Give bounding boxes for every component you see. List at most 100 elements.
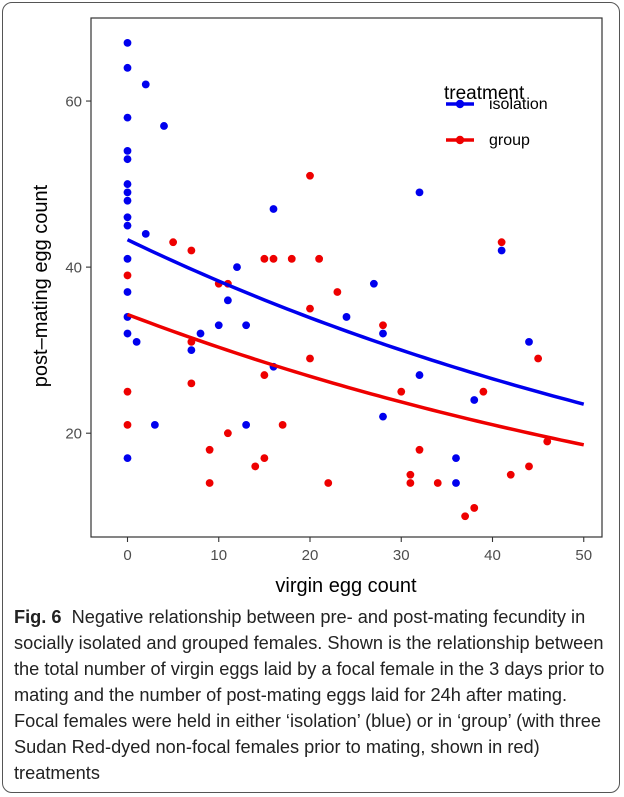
point-group-37 (534, 354, 543, 363)
point-isolation-1 (123, 63, 132, 72)
x-tick-label-20: 20 (302, 547, 319, 564)
point-group-18 (287, 254, 296, 263)
point-isolation-39 (525, 337, 533, 346)
figure-caption-text: Negative relationship between pre- and p… (14, 607, 605, 783)
point-isolation-32 (379, 412, 387, 421)
legend-label-isolation: isolation (489, 96, 548, 113)
legend-key-group (446, 135, 474, 145)
point-group-11 (223, 429, 232, 438)
x-tick-label-50: 50 (575, 547, 592, 564)
point-group-20 (306, 304, 314, 313)
scatter-chart: post–mating egg count virgin egg count 0… (30, 17, 603, 597)
plot-panel-border (90, 17, 603, 538)
x-tick-label-40: 40 (484, 547, 501, 564)
point-group-33 (479, 387, 488, 396)
point-group-3 (169, 238, 178, 247)
point-isolation-23 (223, 296, 232, 305)
point-group-31 (461, 512, 470, 521)
point-group-26 (397, 387, 406, 396)
point-group-24 (333, 288, 342, 296)
point-isolation-35 (452, 454, 460, 463)
point-group-32 (470, 504, 479, 512)
point-isolation-21 (196, 329, 205, 338)
point-isolation-22 (214, 321, 223, 330)
point-group-0 (123, 271, 132, 280)
point-isolation-38 (497, 246, 506, 255)
fit-line-isolation (126, 238, 585, 406)
point-group-16 (269, 254, 278, 263)
point-isolation-7 (123, 196, 132, 205)
point-group-13 (260, 254, 269, 263)
point-group-28 (406, 479, 415, 487)
point-isolation-16 (141, 80, 150, 89)
legend-label-group: group (489, 132, 530, 149)
point-group-8 (205, 479, 214, 487)
point-isolation-5 (123, 180, 132, 188)
point-isolation-14 (123, 454, 132, 463)
point-group-19 (306, 171, 314, 180)
point-isolation-36 (452, 479, 460, 487)
point-isolation-30 (369, 279, 378, 288)
y-axis-label: post–mating egg count (30, 184, 52, 387)
point-isolation-25 (242, 321, 251, 330)
point-group-21 (306, 354, 314, 363)
point-group-29 (415, 445, 424, 454)
point-isolation-20 (187, 346, 196, 355)
point-isolation-27 (269, 205, 278, 213)
point-isolation-29 (342, 313, 351, 321)
point-isolation-31 (379, 329, 387, 338)
point-isolation-2 (123, 113, 132, 122)
point-isolation-18 (150, 420, 159, 429)
point-group-2 (123, 420, 132, 429)
figure-caption-label: Fig. 6 (14, 607, 62, 627)
point-group-14 (260, 371, 269, 379)
point-isolation-9 (123, 221, 132, 230)
x-tick-label-10: 10 (210, 547, 227, 564)
figure-caption: Fig. 6 Negative relationship between pre… (14, 604, 612, 786)
point-isolation-13 (123, 329, 132, 338)
x-tick-label-30: 30 (393, 547, 410, 564)
y-tick-label-60: 60 (65, 94, 82, 111)
point-group-6 (187, 379, 196, 388)
point-isolation-11 (123, 288, 132, 296)
point-group-7 (205, 445, 214, 454)
point-isolation-37 (470, 396, 479, 404)
point-group-4 (187, 246, 196, 255)
point-isolation-24 (233, 263, 241, 272)
point-isolation-10 (123, 254, 132, 263)
y-tick-label-20: 20 (65, 426, 82, 443)
point-isolation-3 (123, 146, 132, 155)
point-group-38 (543, 437, 552, 446)
point-isolation-8 (123, 213, 132, 222)
point-group-12 (251, 462, 260, 471)
point-group-17 (278, 420, 287, 429)
point-group-1 (123, 387, 132, 396)
point-isolation-34 (415, 371, 424, 379)
point-group-30 (433, 479, 442, 487)
point-group-22 (315, 254, 324, 263)
point-group-23 (324, 479, 333, 487)
point-group-15 (260, 454, 269, 463)
point-group-34 (497, 238, 506, 247)
point-isolation-6 (123, 188, 132, 197)
legend-title: treatment (444, 83, 525, 104)
point-isolation-4 (123, 155, 132, 164)
y-tick-label-40: 40 (65, 260, 82, 277)
x-axis-label: virgin egg count (275, 575, 417, 597)
legend-marker-isolation (455, 99, 465, 109)
point-group-35 (506, 470, 515, 479)
point-isolation-33 (415, 188, 424, 197)
point-group-36 (525, 462, 533, 471)
x-tick-label-0: 0 (123, 547, 131, 564)
point-group-27 (406, 470, 415, 479)
point-isolation-15 (132, 337, 141, 346)
point-isolation-26 (242, 420, 251, 429)
point-isolation-0 (123, 39, 132, 47)
point-isolation-17 (141, 230, 150, 238)
legend-marker-group (455, 135, 465, 145)
fit-line-group (126, 312, 585, 447)
plot-area: 0 10 20 30 40 50 20 40 60 (65, 17, 603, 564)
point-isolation-19 (160, 122, 168, 130)
point-group-25 (379, 321, 387, 330)
